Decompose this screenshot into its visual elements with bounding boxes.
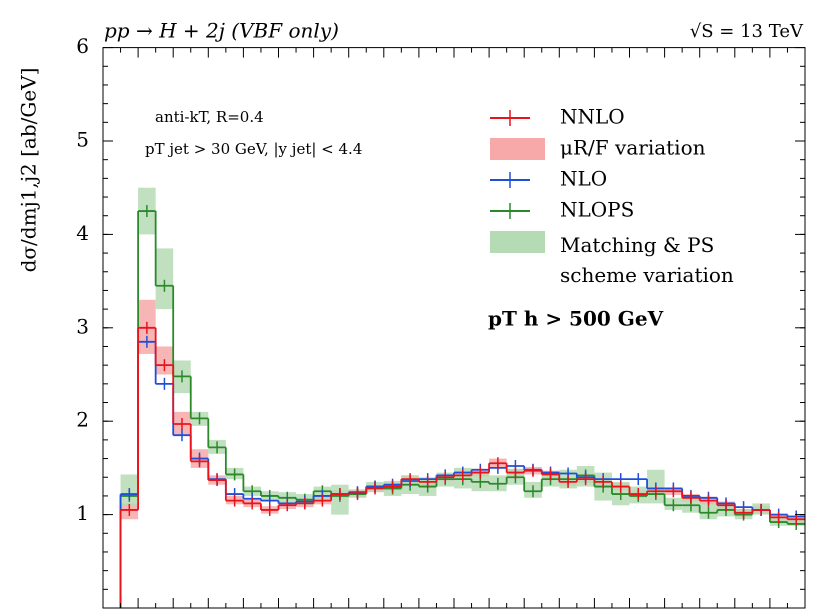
y-tick-label: 5 <box>76 128 89 152</box>
y-tick-label: 2 <box>76 408 89 432</box>
y-axis-label: dσ/dmj1,j2 [ab/GeV] <box>17 68 41 273</box>
legend-label: NNLO <box>560 105 625 129</box>
annotation: anti-kT, R=0.4 <box>155 108 264 126</box>
annotation: pT h > 500 GeV <box>488 307 664 331</box>
legend-swatch <box>490 231 545 253</box>
y-tick-label: 3 <box>76 314 89 338</box>
y-tick-label: 4 <box>76 221 89 245</box>
legend-label: μR/F variation <box>560 136 706 160</box>
chart-subtitle: √S = 13 TeV <box>690 21 804 42</box>
legend-swatch <box>490 138 545 160</box>
legend-label: NLOPS <box>560 198 634 222</box>
legend-label: NLO <box>560 167 607 191</box>
y-tick-label: 1 <box>76 501 89 525</box>
chart-title: pp → H + 2j (VBF only) <box>104 19 339 43</box>
annotation: pT jet > 30 GeV, |y jet| < 4.4 <box>145 140 362 158</box>
y-tick-label: 6 <box>76 34 89 58</box>
legend-label: Matching & PS scheme variation <box>560 233 734 287</box>
band <box>155 248 174 310</box>
plot-frame <box>102 47 806 609</box>
